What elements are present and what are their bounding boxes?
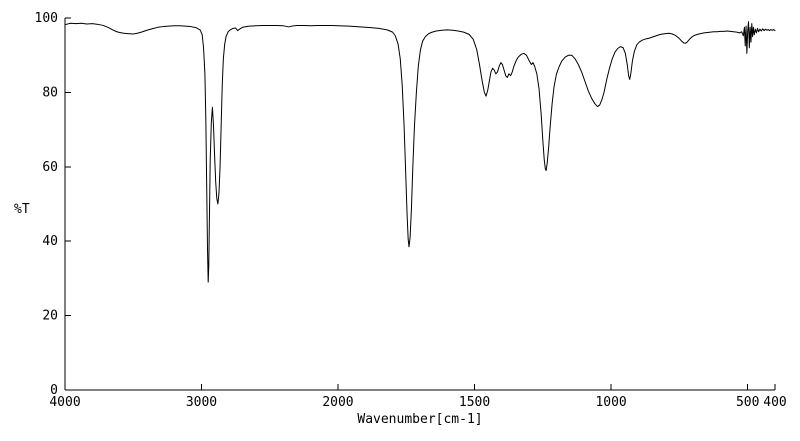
y-tick-label: 0 [50, 383, 58, 398]
y-tick-label: 80 [42, 85, 58, 100]
x-axis-title: Wavenumber[cm-1] [357, 412, 483, 427]
y-tick-label: 100 [35, 11, 58, 26]
x-tick-label: 500 [736, 395, 759, 410]
y-tick-label: 60 [42, 160, 58, 175]
spectrum-curve [64, 21, 776, 283]
y-tick-label: 40 [42, 234, 58, 249]
x-tick-label: 400 [763, 395, 786, 410]
y-axis-title: %T [14, 202, 30, 217]
y-tick-label: 20 [42, 309, 58, 324]
x-tick-label: 2000 [322, 395, 353, 410]
x-tick-label: 4000 [49, 395, 80, 410]
x-tick-label: 3000 [186, 395, 217, 410]
x-tick-label: 1500 [459, 395, 490, 410]
x-tick-label: 1000 [595, 395, 626, 410]
